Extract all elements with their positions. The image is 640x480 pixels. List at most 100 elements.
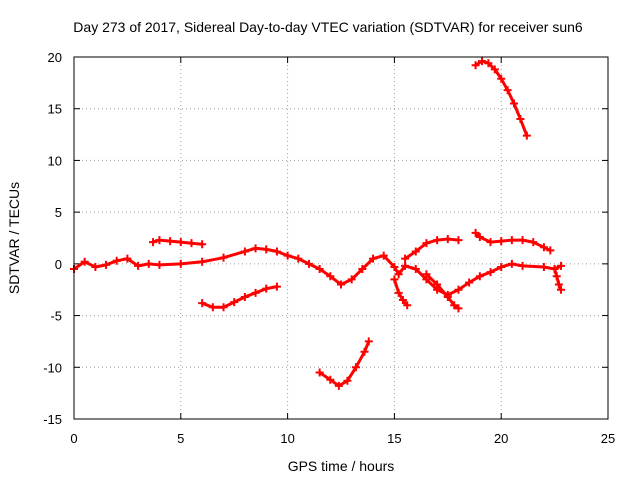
x-axis-label: GPS time / hours <box>288 458 395 474</box>
data-point <box>554 280 563 289</box>
x-tick-label: 5 <box>177 431 184 446</box>
data-point <box>507 259 516 268</box>
data-point <box>251 244 260 253</box>
data-point <box>401 261 410 270</box>
data-point <box>369 254 378 263</box>
y-tick-label: 0 <box>55 257 62 272</box>
y-tick-label: 10 <box>48 153 62 168</box>
data-point <box>219 253 228 262</box>
data-point <box>351 363 360 372</box>
series-line <box>474 59 529 138</box>
data-point <box>552 272 561 281</box>
series-late-drop <box>550 265 566 294</box>
data-point <box>262 284 271 293</box>
series-noon-dip <box>315 337 373 390</box>
data-point <box>155 236 164 245</box>
data-point <box>134 261 143 270</box>
series-line <box>403 237 460 261</box>
x-tick-label: 10 <box>280 431 294 446</box>
data-point <box>198 299 207 308</box>
data-point <box>91 262 100 271</box>
y-tick-label: 5 <box>55 205 62 220</box>
data-point <box>102 260 111 269</box>
data-point <box>176 259 185 268</box>
data-point <box>510 99 519 108</box>
data-point <box>240 292 249 301</box>
data-point <box>198 240 207 249</box>
data-point <box>503 86 512 95</box>
data-point <box>176 238 185 247</box>
data-point <box>364 337 373 346</box>
data-point <box>123 254 132 263</box>
data-point <box>475 272 484 281</box>
data-point <box>240 247 249 256</box>
data-point <box>360 347 369 356</box>
y-tick-label: 15 <box>48 102 62 117</box>
y-tick-label: -5 <box>50 309 62 324</box>
data-point <box>454 285 463 294</box>
data-point <box>433 236 442 245</box>
data-point <box>497 237 506 246</box>
data-point <box>518 261 527 270</box>
data-point <box>144 259 153 268</box>
data-point <box>390 262 399 271</box>
data-point <box>497 262 506 271</box>
y-axis-label: SDTVAR / TECUs <box>6 182 22 294</box>
data-point <box>518 236 527 245</box>
data-point <box>443 235 452 244</box>
data-point <box>283 251 292 260</box>
data-point <box>219 303 228 312</box>
data-point <box>112 256 121 265</box>
data-point <box>546 246 555 255</box>
data-point <box>272 282 281 291</box>
data-point <box>484 59 493 68</box>
data-point <box>422 239 431 248</box>
data-point <box>80 257 89 266</box>
data-point <box>477 57 486 66</box>
data-point <box>326 375 335 384</box>
data-point <box>471 61 480 70</box>
y-tick-label: -15 <box>43 412 62 427</box>
data-point <box>262 245 271 254</box>
data-point <box>208 303 217 312</box>
chart-title: Day 273 of 2017, Sidereal Day-to-day VTE… <box>73 19 583 35</box>
data-point <box>198 257 207 266</box>
data-point <box>343 376 352 385</box>
data-point <box>230 298 239 307</box>
data-point <box>411 247 420 256</box>
data-point <box>315 265 324 274</box>
x-tick-labels: 0 5 10 15 20 25 <box>70 431 615 446</box>
data-point <box>471 228 480 237</box>
data-point <box>149 238 158 247</box>
y-tick-label: 20 <box>48 50 62 65</box>
series-line <box>553 267 563 292</box>
data-point <box>507 236 516 245</box>
data-point <box>490 65 499 74</box>
series-afternoon-bump <box>401 235 463 263</box>
data-point <box>155 260 164 269</box>
data-point <box>454 304 463 313</box>
x-tick-label: 20 <box>494 431 508 446</box>
data-point <box>497 74 506 83</box>
data-point <box>394 270 403 279</box>
data-point <box>390 275 399 284</box>
data-point <box>347 275 356 284</box>
data-point <box>294 254 303 263</box>
data-point <box>486 268 495 277</box>
series-main-trace <box>70 244 566 299</box>
data-point <box>550 265 559 274</box>
data-point <box>433 280 442 289</box>
data-point <box>529 238 538 247</box>
data-point <box>304 259 313 268</box>
series-line <box>392 277 409 307</box>
data-point <box>358 265 367 274</box>
series-high-arc <box>471 57 531 140</box>
data-point <box>557 285 566 294</box>
x-tick-label: 0 <box>70 431 77 446</box>
x-tick-label: 15 <box>387 431 401 446</box>
data-point <box>398 296 407 305</box>
series-early-bump <box>149 236 207 249</box>
series-morning-dip <box>198 282 281 312</box>
data-point <box>539 262 548 271</box>
